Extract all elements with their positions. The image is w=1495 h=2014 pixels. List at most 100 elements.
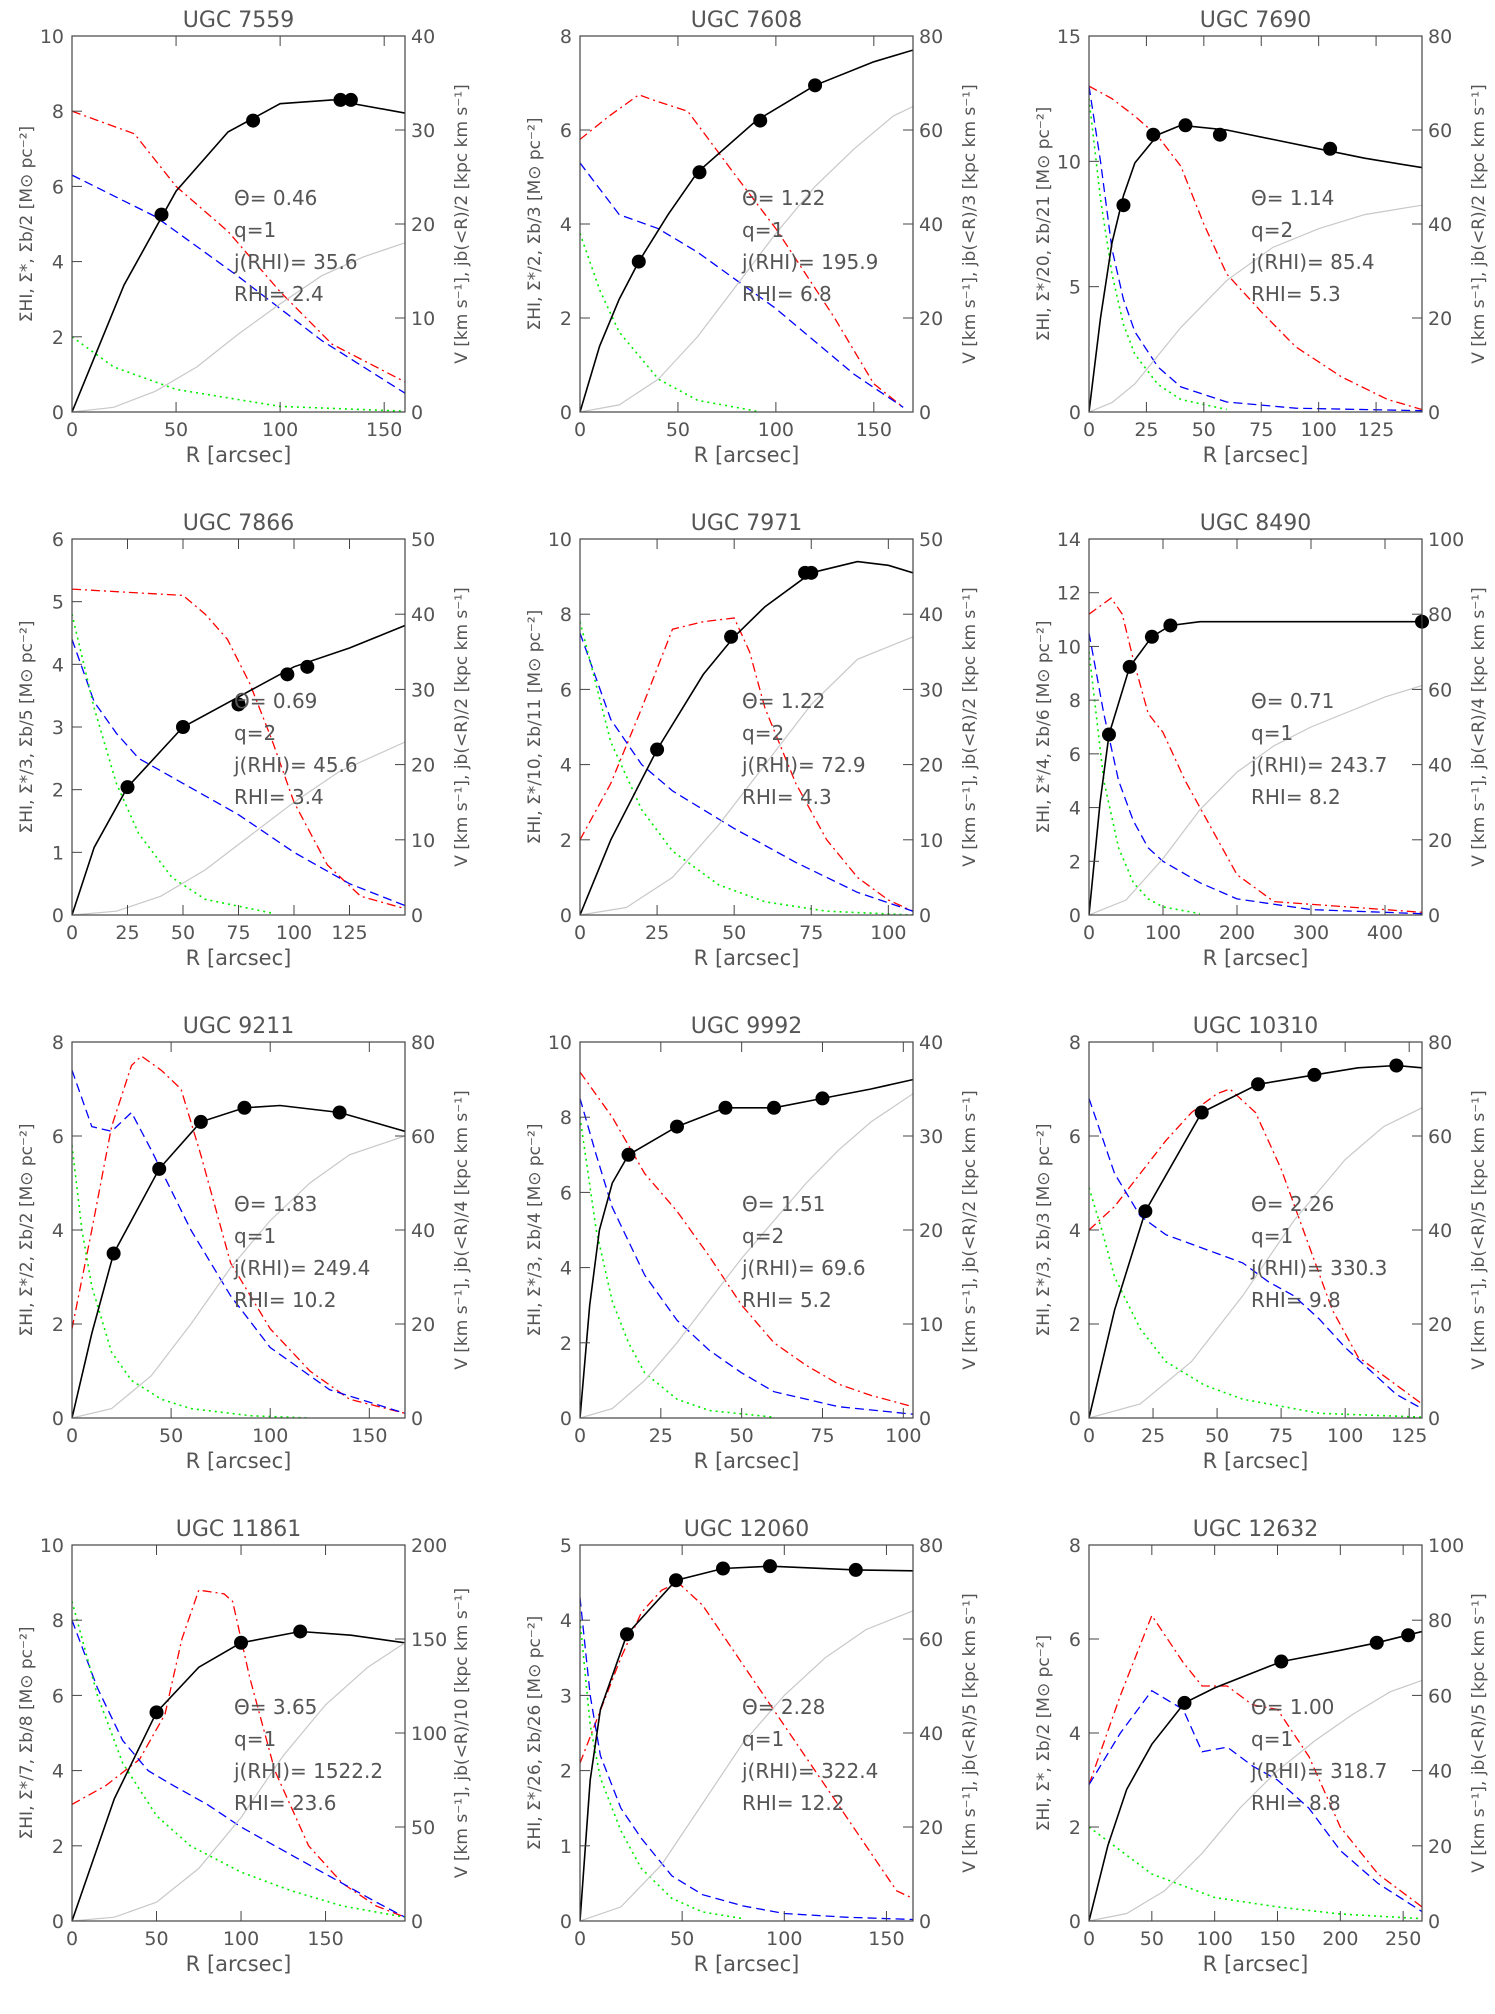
rotation-data-point [234, 1635, 249, 1650]
y2-tick-label: 40 [919, 1032, 943, 1054]
rotation-data-point [280, 667, 295, 682]
x-tick-label: 100 [252, 1425, 288, 1447]
bulge-series-line [1089, 651, 1201, 915]
stars-series-line [72, 174, 405, 394]
annotation-text: Θ= 1.14 [1251, 186, 1334, 210]
rotation-data-point [154, 207, 169, 222]
annotation-text: j(RHI)= 85.4 [1250, 250, 1375, 274]
y2-tick-label: 60 [1428, 1126, 1452, 1148]
y-tick-label: 0 [560, 1408, 572, 1430]
x-tick-label: 50 [171, 922, 195, 944]
y-tick-label: 4 [560, 1258, 572, 1280]
stars-series-line [1089, 1689, 1422, 1913]
x-axis-label: R [arcsec] [1203, 1952, 1309, 1976]
y2-tick-label: 100 [1428, 529, 1464, 551]
rotation-data-point [176, 720, 190, 734]
annotation-text: q=1 [234, 1224, 276, 1248]
annotation-text: Θ= 0.69 [234, 689, 317, 713]
rotation-data-point [1138, 1204, 1153, 1219]
y-tick-label: 6 [52, 529, 64, 551]
annotation-text: q=2 [742, 721, 784, 745]
annotation-text: RHI= 23.6 [234, 1791, 336, 1815]
x-tick-label: 0 [66, 922, 78, 944]
annotation-text: Θ= 3.65 [234, 1695, 317, 1719]
y2-axis-label: V [km s⁻¹], jb(<R)/4 [kpc km s⁻¹] [1469, 587, 1489, 866]
y2-tick-label: 40 [411, 1220, 435, 1242]
bulge-series-line [580, 621, 913, 915]
rotation-series-line [1089, 620, 1422, 915]
y2-tick-label: 80 [1428, 1032, 1452, 1054]
hi-series-line [72, 110, 405, 383]
rotation-data-point [762, 1559, 777, 1574]
annotation-text: j(RHI)= 35.6 [233, 250, 358, 274]
series-group [580, 1565, 913, 1921]
y-tick-label: 6 [52, 1126, 64, 1148]
y-tick-label: 6 [52, 176, 64, 198]
y-tick-label: 8 [52, 1032, 64, 1054]
y2-tick-label: 80 [919, 1535, 943, 1557]
y2-tick-label: 20 [1428, 1314, 1452, 1336]
momentum-series-line [72, 1135, 405, 1418]
rotation-data-point [237, 1100, 252, 1115]
hi-series-line [580, 617, 913, 912]
x-tick-label: 0 [574, 1928, 586, 1950]
annotation-text: Θ= 1.00 [1251, 1695, 1334, 1719]
y2-tick-label: 20 [411, 214, 435, 236]
rotation-data-point [848, 1562, 863, 1577]
rotation-data-point [815, 1091, 830, 1106]
annotation-text: Θ= 1.83 [234, 1192, 317, 1216]
y2-axis-label: V [km s⁻¹], jb(<R)/4 [kpc km s⁻¹] [452, 1090, 472, 1369]
x-tick-label: 25 [1141, 1425, 1165, 1447]
rotation-data-point [300, 659, 315, 674]
annotation-text: j(RHI)= 318.7 [1250, 1759, 1387, 1783]
y-tick-label: 10 [40, 26, 64, 48]
x-tick-label: 75 [1249, 419, 1273, 441]
y2-tick-label: 100 [1428, 1535, 1464, 1557]
y2-tick-label: 40 [411, 26, 435, 48]
rotation-data-point [1194, 1105, 1209, 1120]
stars-series-line [580, 162, 904, 408]
y2-tick-label: 0 [1428, 402, 1440, 424]
annotation-text: q=1 [742, 1727, 784, 1751]
stars-series-line [1089, 632, 1422, 915]
y-tick-label: 10 [548, 529, 572, 551]
y-tick-label: 12 [1057, 583, 1081, 605]
y2-tick-label: 30 [411, 679, 435, 701]
y2-tick-label: 0 [919, 402, 931, 424]
y-tick-label: 8 [560, 26, 572, 48]
y2-tick-label: 20 [411, 1314, 435, 1336]
x-tick-label: 125 [1358, 419, 1394, 441]
y-tick-label: 8 [1069, 1032, 1081, 1054]
annotation-text: Θ= 1.22 [742, 186, 825, 210]
y-tick-label: 0 [52, 402, 64, 424]
y2-axis-label: V [km s⁻¹], jb(<R)/2 [kpc km s⁻¹] [960, 587, 980, 866]
y2-tick-label: 0 [1428, 1911, 1440, 1933]
y-tick-label: 6 [560, 1182, 572, 1204]
rotation-data-point [149, 1705, 164, 1720]
stars-series-line [1089, 1098, 1422, 1410]
annotation-text: RHI= 5.3 [1251, 282, 1341, 306]
y-axis-label: ΣHI, Σ*/2, Σb/2 [M⊙ pc⁻²] [17, 1124, 37, 1337]
momentum-series-line [1089, 1107, 1422, 1418]
y2-tick-label: 40 [1428, 1761, 1452, 1783]
y-tick-label: 0 [1069, 1408, 1081, 1430]
y2-tick-label: 50 [411, 529, 435, 551]
y-axis-label: ΣHI, Σ*, Σb/2 [M⊙ pc⁻²] [17, 126, 37, 322]
momentum-series-line [580, 636, 913, 915]
y-tick-label: 6 [560, 120, 572, 142]
rotation-data-point [1401, 1628, 1416, 1643]
annotation-text: RHI= 2.4 [234, 282, 324, 306]
annotation-text: Θ= 1.22 [742, 689, 825, 713]
momentum-series-line [72, 741, 405, 915]
x-axis-label: R [arcsec] [694, 1449, 800, 1473]
annotation-text: RHI= 6.8 [742, 282, 832, 306]
y-tick-label: 5 [560, 1535, 572, 1557]
x-tick-label: 400 [1367, 922, 1403, 944]
x-tick-label: 150 [1259, 1928, 1295, 1950]
rotation-data-point [1369, 1635, 1384, 1650]
